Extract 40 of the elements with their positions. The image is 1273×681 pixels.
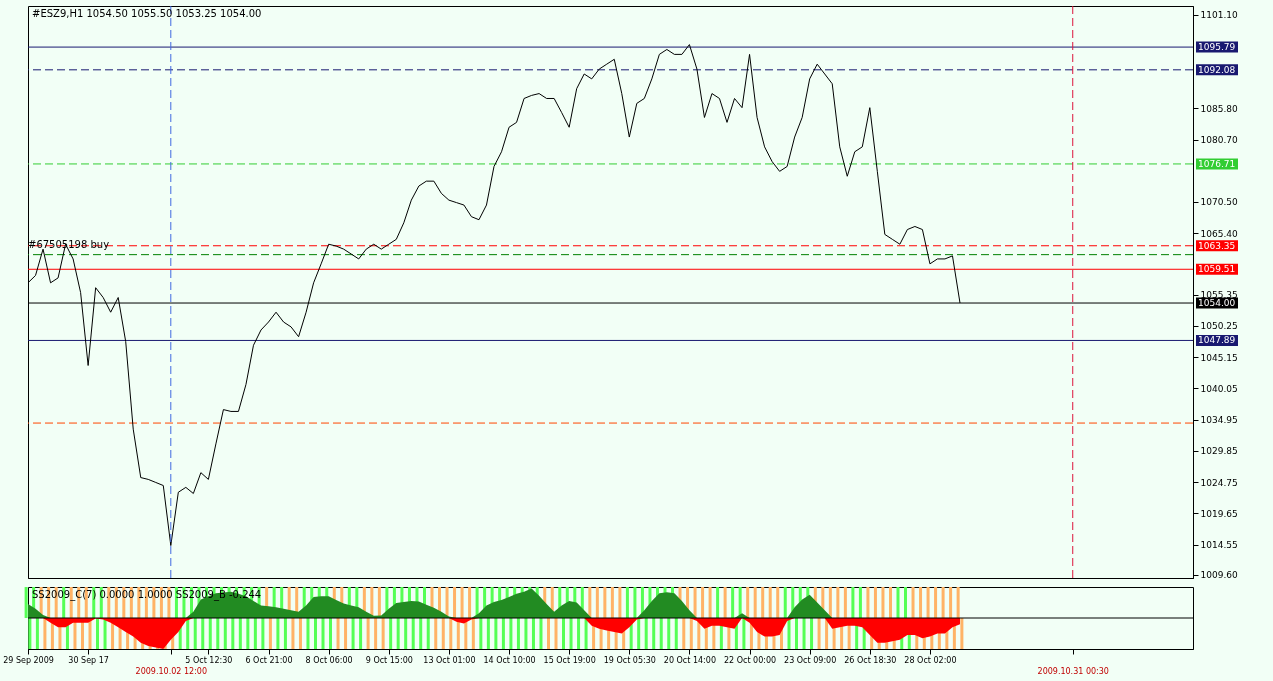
x-tick-label: 22 Oct 00:00 [723, 655, 777, 665]
y-tick-label: 1034.95 [1200, 415, 1238, 426]
x-tick-label: 2009.10.02 12:00 [135, 666, 208, 676]
y-tick-label: 1070.50 [1200, 197, 1238, 208]
ref-line-label: 1092.08 [1198, 64, 1236, 75]
ref-line-label: 1095.79 [1198, 42, 1236, 53]
y-tick-label: 1024.75 [1200, 477, 1238, 488]
y-tick-label: 1065.40 [1200, 228, 1238, 239]
x-tick-label: 5 Oct 12:30 [185, 655, 233, 665]
x-tick-label: 2009.10.31 00:30 [1037, 666, 1109, 676]
y-tick-label: 1085.80 [1200, 103, 1238, 114]
x-tick-label: 26 Oct 18:30 [844, 655, 897, 665]
x-tick-label: 19 Oct 05:30 [603, 655, 656, 665]
y-tick-label: 1019.65 [1200, 508, 1238, 519]
x-tick-label: 9 Oct 15:00 [365, 655, 413, 665]
x-tick-label: 6 Oct 21:00 [245, 655, 293, 665]
y-tick-label: 1029.85 [1200, 446, 1238, 457]
x-tick-label: 20 Oct 14:00 [663, 655, 716, 665]
y-tick-label: 1009.60 [1200, 570, 1238, 581]
chart-title: #ESZ9,H1 1054.50 1055.50 1053.25 1054.00 [32, 8, 262, 19]
x-tick-label: 23 Oct 09:00 [784, 655, 837, 665]
ref-line-label: 1054.00 [1198, 298, 1236, 309]
y-tick-label: 1040.05 [1200, 383, 1238, 394]
y-tick-label: 1050.25 [1200, 321, 1238, 332]
ref-line-label: 1047.89 [1198, 335, 1236, 346]
x-tick-label: 13 Oct 01:00 [423, 655, 476, 665]
ref-line-label: 1059.51 [1198, 264, 1236, 275]
x-tick-label: 14 Oct 10:00 [483, 655, 536, 665]
x-tick-label: 8 Oct 06:00 [305, 655, 353, 665]
x-tick-label: 28 Oct 02:00 [904, 655, 957, 665]
y-tick-label: 1045.15 [1200, 352, 1238, 363]
x-tick-label: 30 Sep 17 [68, 655, 109, 665]
ref-line-label: 1076.71 [1198, 158, 1236, 169]
x-tick-label: 15 Oct 19:00 [543, 655, 596, 665]
y-tick-label: 1055.35 [1200, 290, 1238, 301]
ref-line-label: 1063.35 [1198, 240, 1236, 251]
x-tick-label: 29 Sep 2009 [3, 655, 54, 665]
y-tick-label: 1014.55 [1200, 540, 1238, 551]
y-tick-label: 1080.70 [1200, 135, 1238, 146]
y-tick-label: 1101.10 [1200, 10, 1238, 21]
